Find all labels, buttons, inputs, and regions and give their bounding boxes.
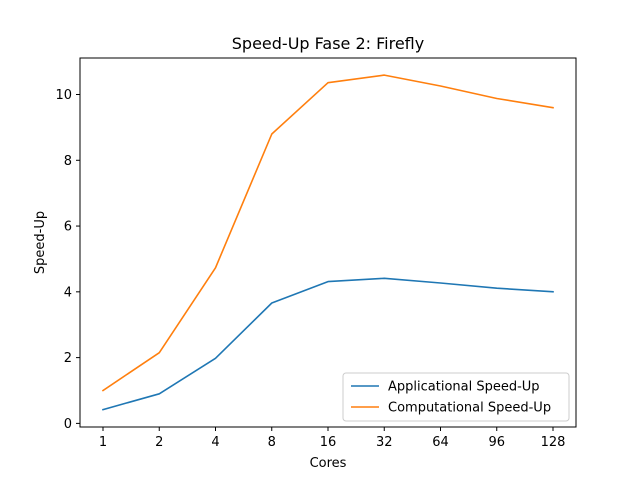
legend: Applicational Speed-Up Computational Spee… [342, 372, 570, 422]
axes-layer: 1 2 4 8 16 32 64 96 128 0 2 4 6 8 10 [55, 88, 565, 450]
series-layer [101, 74, 554, 411]
legend-box [342, 372, 570, 422]
chart-title: Speed-Up Fase 2: Firefly [232, 34, 424, 53]
series-line-1 [101, 74, 554, 392]
x-tick-label: 16 [320, 435, 337, 450]
y-tick-label: 10 [55, 88, 72, 103]
y-tick-label: 4 [64, 285, 72, 300]
x-tick-label: 32 [376, 435, 393, 450]
x-tick-label: 8 [268, 435, 276, 450]
x-tick-label: 96 [488, 435, 505, 450]
x-tick-label: 4 [211, 435, 219, 450]
y-axis-label: Speed-Up [33, 211, 48, 274]
x-tick-label: 1 [99, 435, 107, 450]
series-line-0 [102, 277, 554, 411]
y-tick-label: 2 [64, 351, 72, 366]
legend-label-0: Applicational Speed-Up [388, 380, 540, 395]
legend-label-1: Computational Speed-Up [388, 401, 551, 416]
plot-frame [79, 57, 577, 428]
x-tick-label: 128 [541, 435, 566, 450]
x-tick-label: 64 [432, 435, 449, 450]
plot-area [80, 58, 576, 427]
y-tick-label: 8 [64, 154, 72, 169]
y-tick-label: 6 [64, 220, 72, 235]
y-tick-label: 0 [64, 417, 72, 432]
x-axis-label: Cores [310, 456, 347, 471]
x-tick-label: 2 [155, 435, 163, 450]
